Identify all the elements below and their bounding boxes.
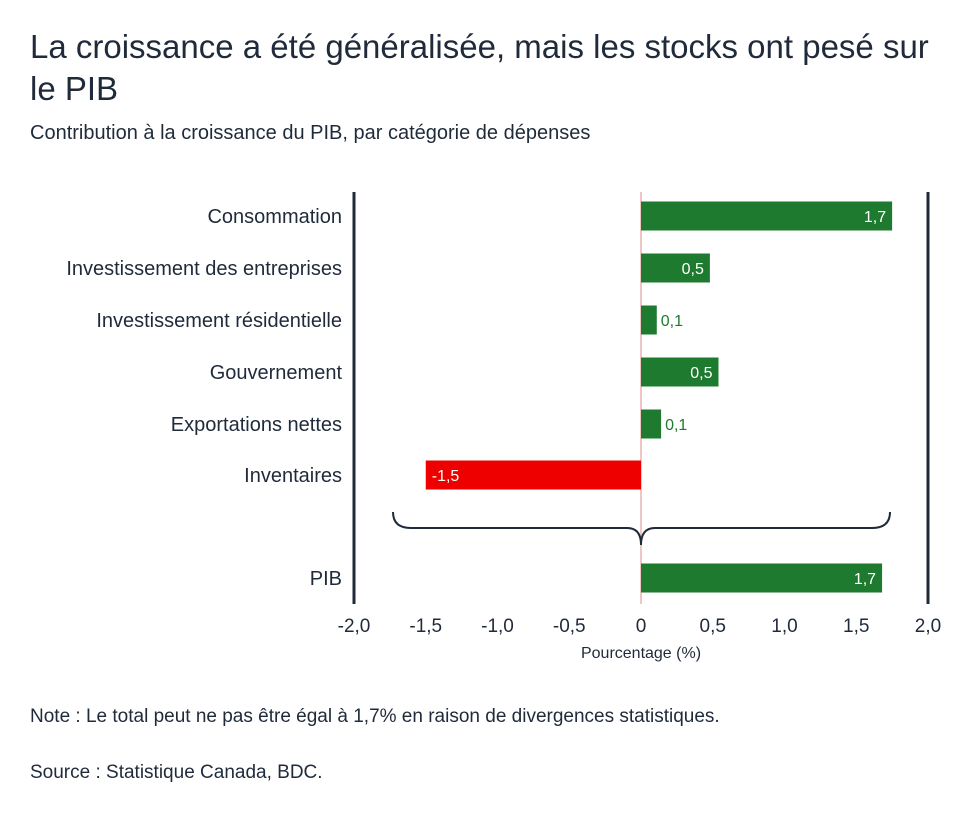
category-label-7: PIB [310,568,342,590]
chart-subtitle: Contribution à la croissance du PIB, par… [30,122,591,144]
x-tick-label-5: 0 [636,616,647,637]
bar-6 [425,460,641,490]
x-tick-label-8: 1,5 [843,616,869,637]
bar-4 [641,357,719,387]
chart-source: Source : Statistique Canada, BDC. [30,762,323,783]
x-tick-label-1: -2,0 [338,616,371,637]
bar-5 [641,409,662,439]
x-tick-label-9: 2,0 [915,616,941,637]
data-label-4: 0,5 [690,365,712,382]
x-tick-label-7: 1,0 [771,616,797,637]
bar-3 [641,305,657,335]
x-axis-title: Pourcentage (%) [581,645,701,662]
category-label-2: Investissement des entreprises [66,258,342,280]
data-label-6: -1,5 [432,468,460,485]
category-label-4: Gouvernement [210,362,343,384]
category-label-3: Investissement résidentielle [96,310,342,332]
chart-note: Note : Le total peut ne pas être égal à … [30,706,720,727]
bar-1 [641,201,893,231]
category-label-5: Exportations nettes [171,414,342,436]
data-label-1: 1,7 [864,209,886,226]
chart-title: La croissance a été généralisée, mais le… [30,28,929,107]
data-label-5: 0,1 [665,417,687,434]
category-label-1: Consommation [207,206,342,228]
x-tick-label-2: -1,5 [409,616,442,637]
data-label-3: 0,1 [661,313,683,330]
x-tick-label-4: -0,5 [553,616,586,637]
bar-chart: Consommation 1,7 Investissement des entrep… [66,192,941,662]
grouping-brace [392,511,891,546]
data-label-7: 1,7 [854,571,876,588]
x-tick-label-3: -1,0 [481,616,514,637]
data-label-2: 0,5 [682,261,704,278]
bar-2 [641,253,710,283]
category-label-6: Inventaires [244,465,342,487]
x-tick-label-6: 0,5 [700,616,726,637]
bar-7 [641,563,883,593]
